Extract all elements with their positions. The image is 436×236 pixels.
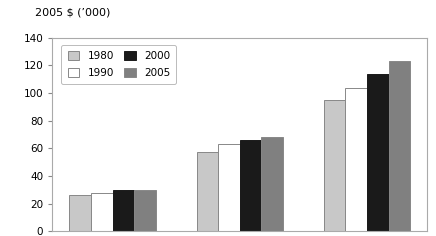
Bar [218, 144, 240, 231]
Bar [91, 193, 112, 231]
Bar [262, 137, 283, 231]
Bar [197, 152, 218, 231]
Bar [388, 61, 410, 231]
Bar [240, 140, 262, 231]
Legend: 1980, 1990, 2000, 2005: 1980, 1990, 2000, 2005 [61, 45, 177, 84]
Bar [367, 74, 388, 231]
Bar [69, 195, 91, 231]
Bar [345, 88, 367, 231]
Bar [112, 190, 134, 231]
Bar [134, 190, 156, 231]
Text: 2005 $ (’000): 2005 $ (’000) [35, 7, 110, 17]
Bar [324, 100, 345, 231]
